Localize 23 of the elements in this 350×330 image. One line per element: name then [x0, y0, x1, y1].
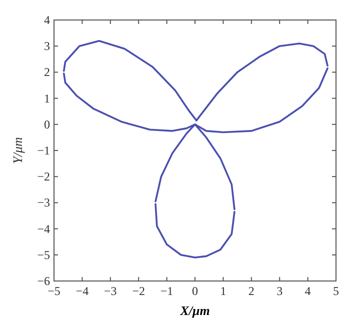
x-axis-title: X/μm	[179, 303, 210, 318]
x-tick-label: −1	[160, 284, 174, 298]
y-tick-label: −5	[37, 248, 50, 262]
y-tick-label: 0	[44, 117, 50, 132]
x-tick-label: 0	[192, 284, 198, 298]
x-tick-label: −3	[104, 284, 117, 298]
y-tick-label: −3	[37, 196, 50, 210]
y-tick-label: 1	[44, 91, 50, 106]
y-tick-label: −4	[37, 222, 50, 236]
x-tick-label: 1	[220, 284, 226, 298]
x-tick-label: 3	[276, 284, 283, 298]
y-tick-label: 3	[44, 39, 50, 54]
y-tick-label: −1	[37, 144, 50, 158]
y-tick-label: 2	[44, 65, 50, 80]
x-tick-label: 5	[333, 284, 339, 298]
y-tick-label: 4	[44, 13, 50, 27]
x-tick-label: −2	[132, 284, 145, 298]
x-tick-label: −4	[76, 284, 89, 298]
x-tick-label: 4	[304, 284, 311, 298]
y-axis-title: Y/μm	[10, 137, 25, 164]
x-tick-label: 2	[248, 284, 254, 298]
y-tick-label: −6	[37, 274, 50, 288]
y-tick-label: −2	[37, 170, 50, 184]
